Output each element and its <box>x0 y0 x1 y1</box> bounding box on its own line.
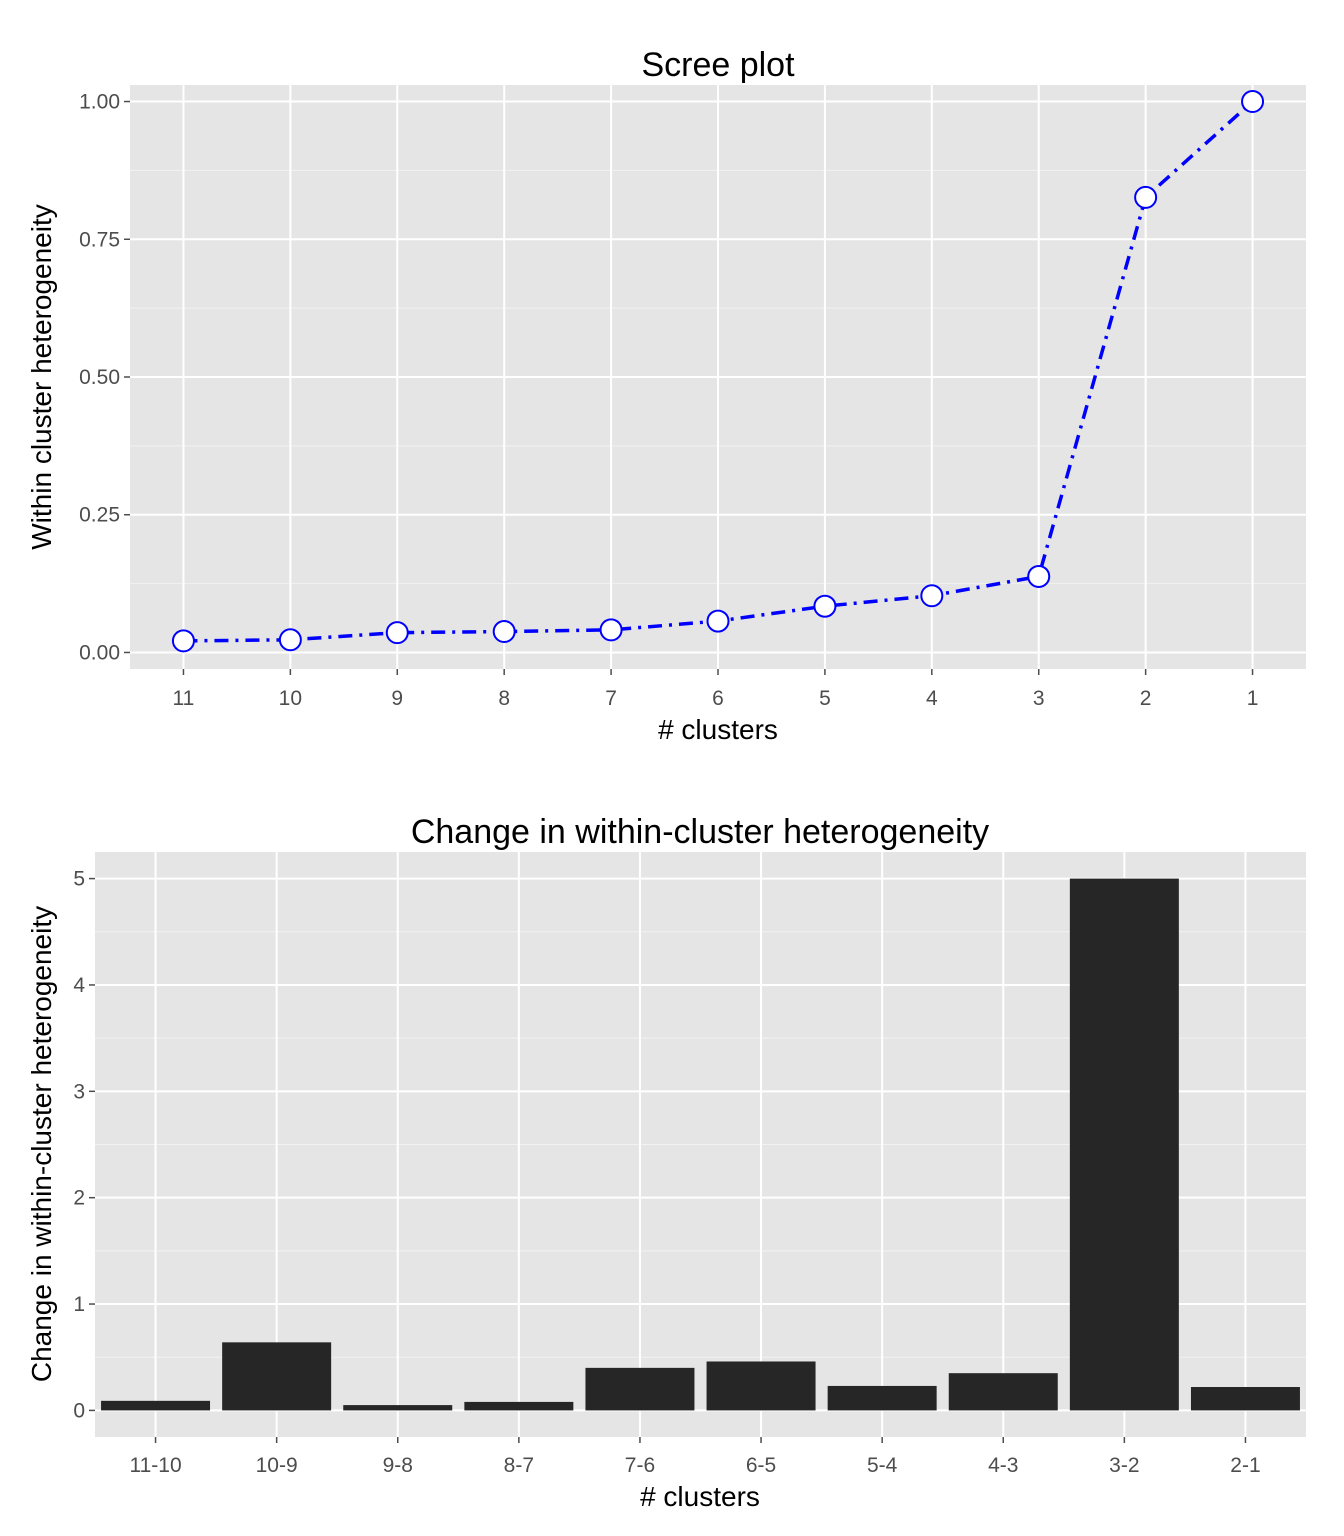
x-tick-label: 9-8 <box>383 1454 413 1477</box>
data-point <box>706 609 730 633</box>
x-tick-label: 10 <box>279 687 302 710</box>
bar <box>1069 878 1179 1411</box>
x-tick-label: 7 <box>605 687 617 710</box>
bar <box>1190 1387 1300 1411</box>
x-tick-label: 8 <box>498 687 510 710</box>
change-chart-title: Change in within-cluster heterogeneity <box>411 813 989 851</box>
scree-plot-points <box>171 90 1265 653</box>
y-tick-label: 2 <box>73 1187 85 1210</box>
data-point <box>492 620 516 644</box>
change-chart-x-ticks: 11-10 10-9 9-8 8-7 7-6 6-5 5-4 4-3 3-2 2-1 <box>129 1437 1261 1477</box>
y-tick-label: 0 <box>73 1399 85 1422</box>
bar <box>706 1361 816 1411</box>
change-chart-x-axis-title: # clusters <box>640 1481 760 1512</box>
bar <box>343 1405 453 1411</box>
x-tick-label: 4-3 <box>988 1454 1018 1477</box>
y-tick-label: 1 <box>73 1293 85 1316</box>
x-tick-label: 6-5 <box>746 1454 776 1477</box>
x-tick-label: 11-10 <box>129 1454 181 1477</box>
x-tick-label: 3-2 <box>1109 1454 1139 1477</box>
scree-plot-title: Scree plot <box>641 46 795 84</box>
x-tick-label: 11 <box>173 687 195 710</box>
bar <box>101 1400 211 1411</box>
bar <box>222 1342 332 1411</box>
x-tick-label: 6 <box>712 687 724 710</box>
data-point <box>385 621 409 645</box>
y-tick-label: 1.00 <box>79 91 120 114</box>
x-tick-label: 9 <box>391 687 403 710</box>
x-tick-label: 3 <box>1033 687 1045 710</box>
data-point <box>1134 185 1158 209</box>
data-point <box>599 618 623 642</box>
y-tick-label: 0.00 <box>79 641 120 664</box>
bar <box>948 1373 1058 1411</box>
x-tick-label: 10-9 <box>256 1454 298 1477</box>
y-tick-label: 0.75 <box>79 228 120 251</box>
scree-plot-x-axis-title: # clusters <box>658 714 778 745</box>
data-point <box>1241 90 1265 114</box>
x-tick-label: 7-6 <box>625 1454 655 1477</box>
x-tick-label: 2 <box>1140 687 1152 710</box>
y-tick-label: 0.25 <box>79 504 120 527</box>
bar <box>464 1401 574 1411</box>
change-chart-y-axis-title: Change in within-cluster heterogeneity <box>26 906 57 1382</box>
x-tick-label: 2-1 <box>1230 1454 1260 1477</box>
bar <box>827 1385 937 1411</box>
change-chart-y-ticks: 0 1 2 3 4 5 <box>73 868 95 1422</box>
x-tick-label: 5 <box>819 687 831 710</box>
data-point <box>920 584 944 608</box>
scree-plot-chart: 0.00 0.25 0.50 0.75 1.00 11 10 9 8 7 6 5 4 3 2 1 Scree… <box>26 46 1306 745</box>
x-tick-label: 4 <box>926 687 938 710</box>
y-tick-label: 0.50 <box>79 366 120 389</box>
scree-plot-y-ticks: 0.00 0.25 0.50 0.75 1.00 <box>79 91 130 664</box>
y-tick-label: 5 <box>73 868 85 891</box>
x-tick-label: 1 <box>1247 687 1259 710</box>
x-tick-label: 5-4 <box>867 1454 898 1477</box>
data-point <box>1027 564 1051 588</box>
y-tick-label: 4 <box>73 974 85 997</box>
data-point <box>278 628 302 652</box>
x-tick-label: 8-7 <box>504 1454 534 1477</box>
scree-plot-y-axis-title: Within cluster heterogeneity <box>26 204 57 550</box>
y-tick-label: 3 <box>73 1080 85 1103</box>
change-chart: 0 1 2 3 4 5 11-10 10-9 9-8 8-7 7-6 6-5 5-4 4-3 3-2 2-1… <box>26 813 1306 1512</box>
data-point <box>171 629 195 653</box>
change-chart-bars <box>101 878 1300 1411</box>
scree-plot-gridlines <box>130 85 1306 669</box>
bar <box>585 1367 695 1411</box>
scree-plot-x-ticks: 11 10 9 8 7 6 5 4 3 2 1 <box>173 669 1259 710</box>
data-point <box>813 594 837 618</box>
